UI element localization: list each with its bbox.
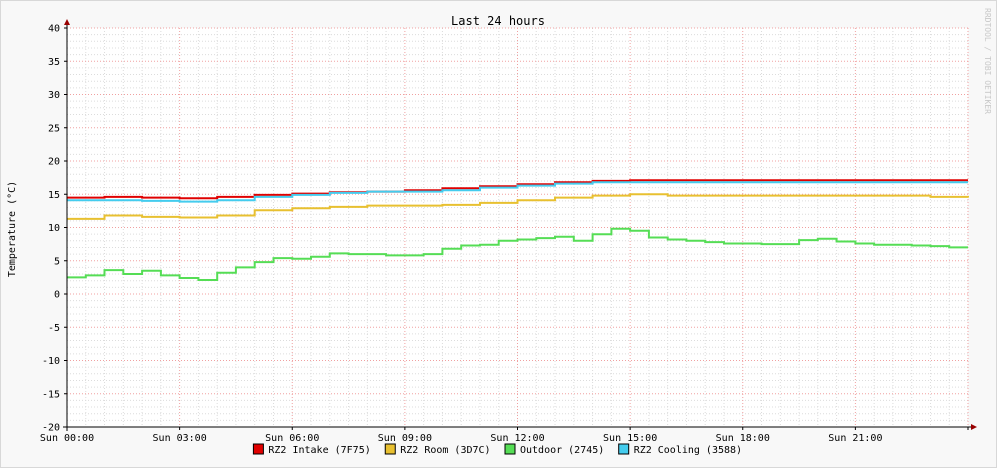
y-tick-label: 5 <box>54 256 60 267</box>
series-line-4 <box>67 181 968 203</box>
y-tick-label: -5 <box>48 323 60 334</box>
x-tick-label: Sun 15:00 <box>603 433 657 444</box>
legend-swatch <box>252 443 264 455</box>
y-tick-label: 35 <box>48 57 60 68</box>
watermark: RRDTOOL / TOBI OETIKER <box>983 8 992 114</box>
x-tick-label: Sun 18:00 <box>716 433 770 444</box>
legend-label: RZ2 Room (3D7C) <box>400 445 490 456</box>
x-tick-label: Sun 21:00 <box>828 433 882 444</box>
x-tick-label: Sun 03:00 <box>153 433 207 444</box>
y-axis-label: Temperature (°C) <box>7 181 18 277</box>
y-tick-label: -10 <box>42 356 60 367</box>
legend-label: RZ2 Intake (7F75) <box>268 445 370 456</box>
x-tick-label: Sun 00:00 <box>40 433 94 444</box>
series-line-2 <box>67 193 969 220</box>
x-tick-label: Sun 06:00 <box>265 433 319 444</box>
grid <box>66 27 969 428</box>
axes <box>63 19 977 431</box>
x-tick-label: Sun 12:00 <box>490 433 544 444</box>
y-tick-labels: 40 35 30 25 20 15 10 5 0 -5 -10 -15 -20 <box>42 24 60 434</box>
x-axis-arrow <box>971 424 977 430</box>
series-layer <box>67 179 969 281</box>
chart-title: Last 24 hours <box>451 14 545 28</box>
legend: RZ2 Intake (7F75) RZ2 Room (3D7C) Outdoor … <box>252 443 742 456</box>
legend-swatch <box>618 443 630 455</box>
y-tick-label: 25 <box>48 123 60 134</box>
legend-swatch <box>384 443 396 455</box>
y-tick-label: 20 <box>48 157 60 168</box>
y-tick-label: 10 <box>48 223 60 234</box>
legend-label: Outdoor (2745) <box>520 445 604 456</box>
y-tick-label: 40 <box>48 24 60 35</box>
x-tick-label: Sun 09:00 <box>378 433 432 444</box>
y-tick-label: -20 <box>42 423 60 434</box>
y-tick-label: 0 <box>54 290 60 301</box>
y-tick-label: 30 <box>48 90 60 101</box>
legend-label: RZ2 Cooling (3588) <box>634 445 742 456</box>
series-line-3 <box>67 227 968 281</box>
y-axis-arrow <box>64 19 70 25</box>
y-tick-label: 15 <box>48 190 60 201</box>
y-tick-label: -15 <box>42 389 60 400</box>
x-tick-labels: Sun 00:00 Sun 03:00 Sun 06:00 Sun 09:00 Sun … <box>40 433 883 444</box>
legend-swatch <box>504 443 516 455</box>
